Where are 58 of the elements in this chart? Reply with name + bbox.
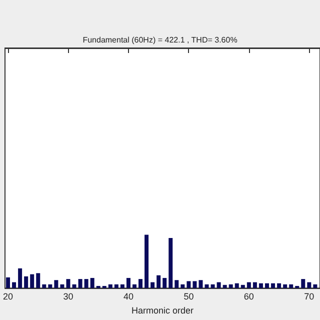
bar xyxy=(96,286,100,288)
x-tick-label: 50 xyxy=(184,292,194,302)
bar xyxy=(90,278,94,288)
bar xyxy=(120,284,124,288)
bar xyxy=(192,281,197,288)
bar xyxy=(150,282,155,288)
bar xyxy=(264,283,269,288)
bar xyxy=(180,284,185,288)
bar xyxy=(289,284,294,288)
bar xyxy=(313,284,318,288)
bar xyxy=(271,283,276,288)
bar xyxy=(12,282,16,288)
bar xyxy=(72,284,76,288)
bar xyxy=(18,268,22,288)
bar xyxy=(144,234,149,288)
bar xyxy=(277,283,282,288)
bar xyxy=(48,284,52,288)
bar xyxy=(60,284,64,288)
bar xyxy=(162,278,167,288)
bar xyxy=(54,280,58,288)
bar xyxy=(283,284,288,288)
bar xyxy=(204,284,209,288)
bar xyxy=(30,274,34,288)
bar xyxy=(240,284,245,288)
x-tick-label: 40 xyxy=(123,292,134,302)
bar xyxy=(36,273,40,288)
bar xyxy=(234,283,239,288)
bar xyxy=(156,275,161,288)
bar xyxy=(78,279,82,288)
x-tick-label: 30 xyxy=(63,292,74,302)
chart-title: Fundamental (60Hz) = 422.1 , THD= 3.60% xyxy=(82,36,238,44)
bar xyxy=(222,284,227,288)
bar xyxy=(168,238,173,288)
bar xyxy=(132,284,136,288)
x-axis-title: Harmonic order xyxy=(131,306,194,316)
bar xyxy=(216,282,221,288)
x-tick-label: 20 xyxy=(3,292,14,302)
bar xyxy=(210,284,215,288)
bar xyxy=(102,286,106,288)
bar xyxy=(114,284,118,288)
bar xyxy=(108,284,112,288)
bar xyxy=(246,282,251,288)
bar xyxy=(252,282,257,288)
bar xyxy=(301,279,306,288)
x-tick-label: 60 xyxy=(244,292,254,302)
bar xyxy=(174,280,179,288)
bar xyxy=(66,279,70,288)
bar xyxy=(126,278,130,288)
bar xyxy=(258,283,263,288)
bar xyxy=(228,284,233,288)
bar xyxy=(84,279,88,288)
bar xyxy=(295,286,300,288)
x-tick-label: 70 xyxy=(304,292,314,302)
bar xyxy=(138,279,143,288)
bar xyxy=(6,277,10,288)
bar xyxy=(42,284,46,288)
bar xyxy=(198,280,203,288)
bar xyxy=(24,276,28,288)
